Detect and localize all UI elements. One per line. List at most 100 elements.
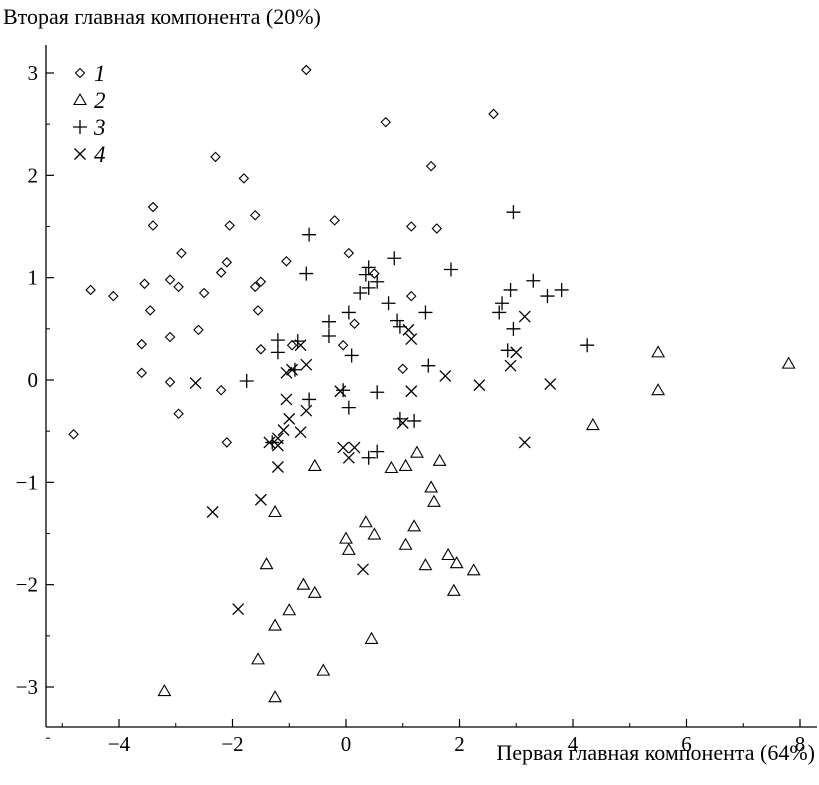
data-point-series-3: [270, 333, 285, 348]
data-point-series-1: [221, 257, 233, 268]
y-tick-label: 0: [28, 368, 39, 392]
data-point-series-4: [294, 426, 307, 439]
y-tick-label: 2: [28, 163, 39, 187]
data-point-series-3: [270, 345, 285, 360]
data-point-series-4: [254, 493, 267, 506]
data-point-series-1: [252, 305, 264, 316]
x-tick-label: −4: [108, 732, 131, 756]
x-axis-title: Первая главная компонента (64%): [496, 740, 815, 765]
data-point-series-2: [367, 527, 382, 540]
data-point-series-4: [300, 358, 313, 371]
data-point-series-4: [396, 417, 409, 429]
data-point-series-1: [255, 276, 267, 288]
data-point-series-1: [173, 408, 184, 420]
data-point-series-3: [358, 267, 373, 282]
y-tick-label: −3: [16, 675, 38, 699]
data-point-series-4: [286, 363, 299, 376]
data-point-series-2: [296, 577, 311, 590]
data-point-series-2: [651, 383, 666, 396]
data-point-series-2: [398, 537, 413, 550]
data-point-series-2: [268, 504, 283, 518]
data-point-series-4: [294, 339, 307, 352]
data-point-series-4: [504, 359, 517, 372]
data-point-series-4: [544, 378, 557, 391]
data-point-series-1: [68, 428, 79, 440]
data-point-series-1: [164, 376, 176, 388]
data-point-series-4: [342, 451, 355, 464]
data-point-series-3: [526, 273, 541, 288]
data-point-series-4: [271, 461, 284, 473]
data-point-series-4: [300, 404, 313, 417]
data-point-series-2: [441, 547, 456, 561]
x-tick-label: 6: [681, 732, 692, 756]
data-point-series-4: [280, 393, 293, 406]
data-point-series-2: [259, 557, 274, 570]
data-point-series-1: [300, 64, 312, 76]
data-point-series-1: [164, 331, 176, 343]
data-point-series-1: [380, 116, 392, 128]
data-point-series-2: [446, 583, 461, 596]
data-point-series-1: [369, 268, 380, 279]
data-point-series-4: [405, 333, 418, 346]
data-point-series-1: [144, 305, 156, 316]
data-point-series-3: [390, 313, 405, 328]
data-point-series-4: [518, 310, 531, 323]
data-point-series-2: [651, 345, 666, 358]
data-point-series-3: [500, 343, 515, 358]
data-point-series-4: [518, 436, 531, 449]
data-point-series-1: [215, 267, 227, 278]
data-point-series-1: [198, 287, 210, 299]
y-tick-label: 1: [28, 266, 39, 290]
data-point-series-3: [361, 260, 376, 275]
data-point-series-3: [353, 286, 368, 301]
data-point-series-3: [370, 444, 385, 459]
x-tick-label: 2: [454, 732, 465, 756]
data-point-series-1: [193, 324, 204, 336]
data-point-series-1: [337, 339, 349, 351]
x-tick-label: 8: [795, 732, 806, 756]
data-point-series-2: [251, 652, 265, 665]
data-point-series-2: [585, 417, 600, 431]
data-point-series-2: [358, 515, 373, 528]
data-point-series-2: [781, 356, 796, 369]
x-tick-label: 0: [341, 732, 352, 756]
data-point-series-1: [238, 173, 250, 184]
data-point-series-3: [381, 296, 396, 311]
data-point-series-1: [108, 290, 119, 302]
legend-marker-1: [74, 67, 86, 79]
data-point-series-4: [232, 603, 245, 616]
data-point-series-3: [361, 450, 376, 465]
data-point-series-2: [282, 603, 297, 616]
data-point-series-2: [268, 690, 283, 703]
data-point-series-3: [418, 305, 433, 320]
data-point-series-4: [334, 385, 347, 398]
data-point-series-3: [580, 338, 595, 353]
data-point-series-3: [495, 296, 510, 311]
data-point-series-4: [271, 439, 284, 452]
legend-marker-2: [73, 92, 87, 106]
data-point-series-2: [398, 458, 413, 472]
data-point-series-4: [263, 436, 276, 449]
data-point-series-1: [164, 274, 176, 285]
data-point-series-2: [341, 542, 356, 555]
legend-label-2: 2: [94, 88, 106, 113]
data-point-series-1: [329, 215, 340, 226]
data-point-series-1: [147, 220, 159, 231]
data-point-series-1: [136, 338, 147, 350]
data-point-series-1: [176, 247, 187, 259]
data-point-series-2: [307, 458, 322, 472]
data-point-series-3: [299, 266, 314, 281]
legend-marker-4: [74, 148, 86, 160]
data-point-series-2: [432, 453, 447, 466]
data-point-series-2: [157, 683, 172, 697]
data-point-series-4: [283, 412, 296, 425]
data-point-series-4: [510, 346, 523, 359]
data-point-series-3: [321, 328, 336, 343]
data-point-series-4: [337, 441, 350, 454]
legend-marker-3: [73, 120, 87, 134]
data-point-series-1: [139, 278, 150, 290]
data-point-series-3: [341, 400, 356, 415]
y-tick-label: 3: [28, 61, 39, 85]
data-point-series-2: [384, 460, 399, 474]
data-point-series-3: [361, 280, 376, 295]
